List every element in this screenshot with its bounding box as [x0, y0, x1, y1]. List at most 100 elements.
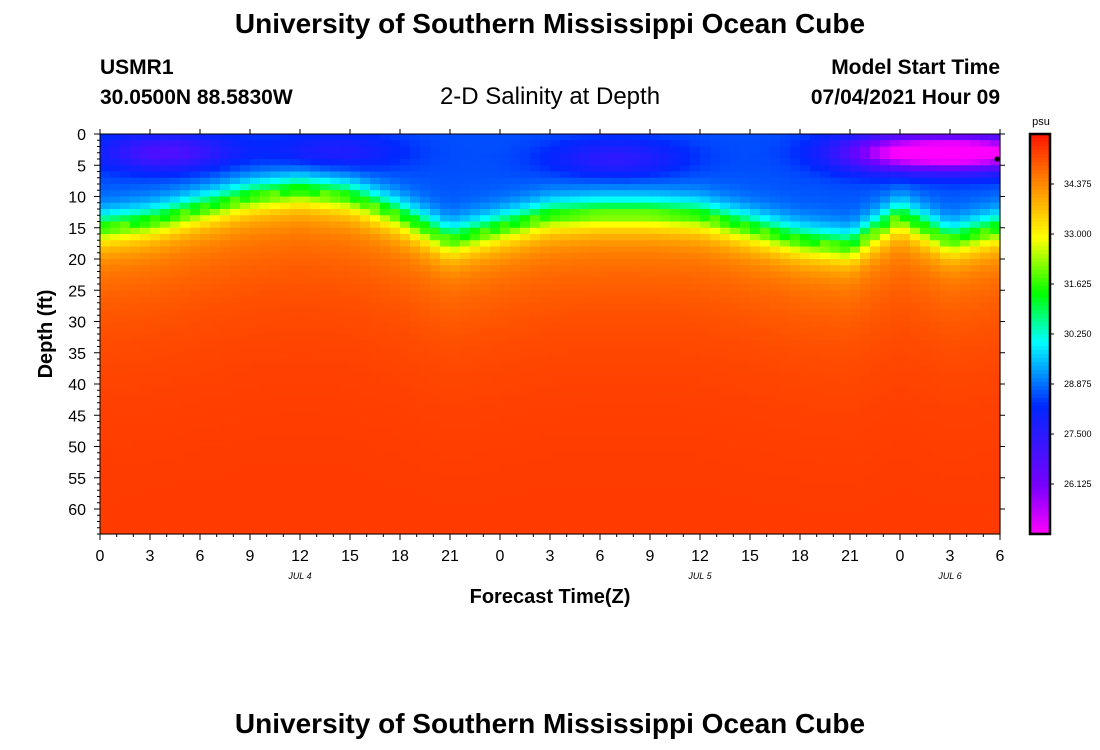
heatmap-cell	[100, 284, 111, 291]
heatmap-cell	[280, 146, 291, 154]
heatmap-cell	[280, 434, 291, 441]
heatmap-cell	[110, 477, 121, 485]
heatmap-cell	[180, 315, 191, 323]
heatmap-cell	[130, 321, 141, 329]
heatmap-cell	[380, 190, 391, 198]
heatmap-cell	[480, 240, 491, 248]
heatmap-cell	[760, 402, 771, 410]
heatmap-cell	[410, 334, 421, 341]
heatmap-cell	[110, 465, 121, 473]
heatmap-cell	[420, 171, 431, 179]
heatmap-cell	[100, 190, 111, 198]
heatmap-cell	[650, 140, 661, 148]
heatmap-cell	[500, 234, 511, 241]
heatmap-cell	[860, 321, 871, 329]
heatmap-cell	[360, 346, 371, 354]
heatmap-cell	[700, 352, 711, 360]
heatmap-cell	[630, 365, 641, 373]
heatmap-cell	[140, 171, 151, 179]
heatmap-cell	[120, 390, 131, 398]
heatmap-cell	[370, 240, 381, 248]
heatmap-cell	[210, 240, 221, 248]
heatmap-cell	[210, 309, 221, 316]
heatmap-cell	[690, 384, 701, 391]
heatmap-cell	[960, 365, 971, 373]
heatmap-cell	[110, 284, 121, 291]
heatmap-cell	[160, 452, 171, 460]
heatmap-cell	[400, 446, 411, 454]
heatmap-cell	[950, 140, 961, 148]
heatmap-cell	[230, 327, 241, 335]
heatmap-cell	[880, 352, 891, 360]
heatmap-cell	[810, 134, 821, 141]
heatmap-cell	[630, 440, 641, 448]
heatmap-cell	[740, 315, 751, 323]
heatmap-cell	[230, 334, 241, 341]
heatmap-cell	[170, 284, 181, 291]
model-start-label: Model Start Time	[831, 56, 1000, 79]
heatmap-cell	[410, 271, 421, 279]
heatmap-cell	[590, 315, 601, 323]
heatmap-cell	[180, 346, 191, 354]
heatmap-cell	[410, 165, 421, 173]
heatmap-cell	[270, 309, 281, 316]
heatmap-cell	[460, 390, 471, 398]
heatmap-cell	[370, 477, 381, 485]
heatmap-cell	[570, 221, 581, 229]
heatmap-cell	[380, 315, 391, 323]
heatmap-cell	[110, 184, 121, 191]
heatmap-cell	[820, 202, 831, 210]
heatmap-cell	[690, 246, 701, 254]
heatmap-cell	[780, 221, 791, 229]
heatmap-cell	[330, 271, 341, 279]
heatmap-cell	[970, 215, 981, 223]
heatmap-cell	[680, 209, 691, 216]
heatmap-cell	[240, 409, 251, 416]
heatmap-cell	[360, 209, 371, 216]
heatmap-cell	[750, 234, 761, 241]
heatmap-cell	[520, 390, 531, 398]
heatmap-cell	[200, 302, 211, 310]
heatmap-cell	[590, 346, 601, 354]
heatmap-cell	[680, 146, 691, 154]
heatmap-cell	[740, 346, 751, 354]
heatmap-cell	[370, 471, 381, 479]
heatmap-cell	[930, 152, 941, 160]
heatmap-cell	[380, 177, 391, 185]
heatmap-cell	[270, 152, 281, 160]
heatmap-cell	[540, 252, 551, 260]
heatmap-cell	[760, 471, 771, 479]
heatmap-cell	[610, 196, 621, 204]
heatmap-cell	[770, 321, 781, 329]
heatmap-cell	[200, 365, 211, 373]
heatmap-cell	[400, 209, 411, 216]
heatmap-cell	[740, 471, 751, 479]
heatmap-cell	[260, 477, 271, 485]
heatmap-cell	[440, 202, 451, 210]
heatmap-cell	[280, 427, 291, 435]
heatmap-cell	[730, 209, 741, 216]
heatmap-cell	[840, 240, 851, 248]
heatmap-cell	[200, 240, 211, 248]
heatmap-cell	[160, 190, 171, 198]
heatmap-cell	[590, 265, 601, 273]
heatmap-cell	[420, 177, 431, 185]
heatmap-cell	[860, 427, 871, 435]
heatmap-cell	[440, 227, 451, 235]
heatmap-cell	[960, 409, 971, 416]
heatmap-cell	[680, 215, 691, 223]
heatmap-cell	[780, 446, 791, 454]
heatmap-cell	[890, 152, 901, 160]
heatmap-cell	[380, 246, 391, 254]
heatmap-cell	[470, 321, 481, 329]
heatmap-cell	[760, 240, 771, 248]
heatmap-cell	[280, 215, 291, 223]
heatmap-cell	[610, 365, 621, 373]
heatmap-cell	[250, 446, 261, 454]
heatmap-cell	[890, 240, 901, 248]
heatmap-cell	[720, 277, 731, 285]
heatmap-cell	[650, 415, 661, 423]
heatmap-cell	[170, 221, 181, 229]
heatmap-cell	[690, 196, 701, 204]
heatmap-cell	[950, 396, 961, 404]
